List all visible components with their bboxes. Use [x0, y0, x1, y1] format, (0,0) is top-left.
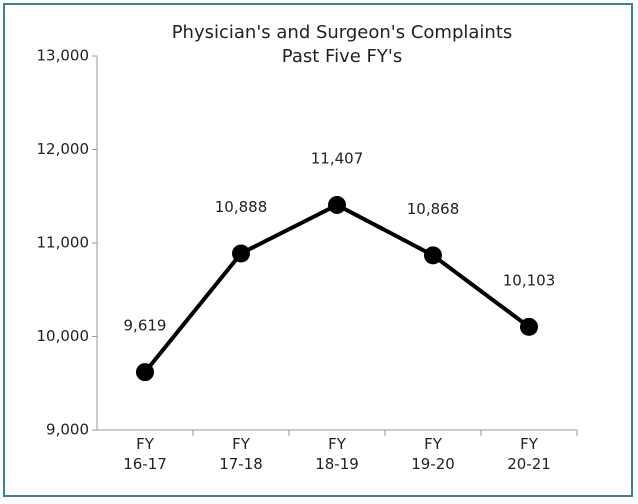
point — [328, 195, 346, 214]
data-label: 10,888 — [215, 198, 268, 216]
frame — [3, 3, 633, 497]
y-tick-label: 10,000 — [37, 327, 90, 345]
line — [143, 202, 531, 374]
point — [136, 363, 154, 382]
y-tick-label: 12,000 — [37, 140, 90, 158]
y-tick-label: 13,000 — [37, 47, 90, 65]
chart-title: Physician's and Surgeon's Complaints — [171, 22, 513, 43]
x-tick-label: FY 17-18 — [219, 435, 263, 473]
point — [520, 317, 538, 336]
y-tick-label: 11,000 — [37, 234, 90, 252]
data-label: 11,407 — [311, 149, 364, 167]
data-label: 10,103 — [503, 271, 556, 289]
y-tick-label: 9,000 — [46, 421, 89, 439]
chart-subtitle: Past Five FY's — [281, 46, 403, 67]
x-tick-label: FY 16-17 — [123, 435, 167, 473]
data-label: 10,868 — [407, 200, 460, 218]
data-label: 9,619 — [124, 317, 167, 335]
x-tick-label: FY 18-19 — [315, 435, 359, 473]
x-tick-label: FY 20-21 — [507, 435, 551, 473]
x-tick-label: FY 19-20 — [411, 435, 455, 473]
point — [232, 244, 250, 263]
point — [424, 246, 442, 265]
